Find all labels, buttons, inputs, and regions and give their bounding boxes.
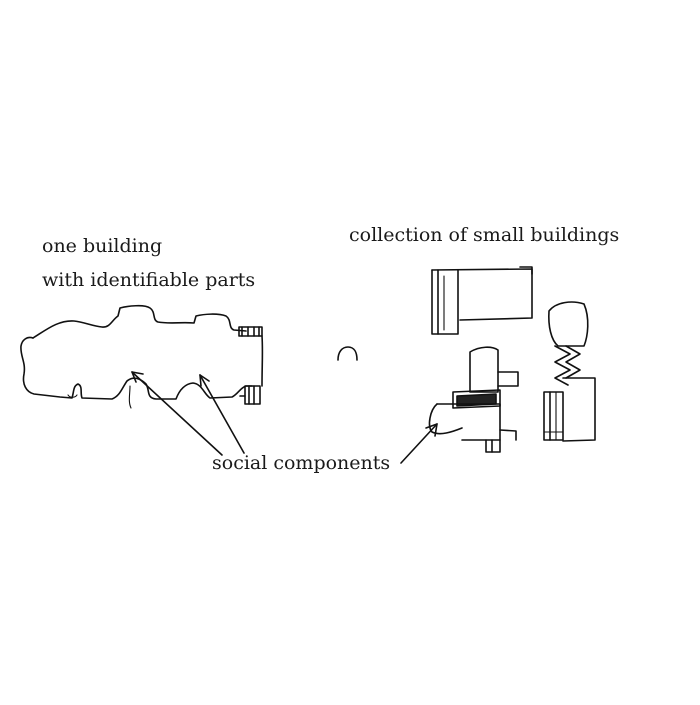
building-collection-sketch: [428, 266, 596, 453]
single-building-sketch: [20, 304, 264, 409]
identifiable-parts-label: with identifiable parts: [42, 269, 256, 291]
approx-symbol: [337, 346, 358, 361]
social-components-label: social components: [212, 452, 391, 474]
social-component-arrows: [131, 371, 438, 464]
one-building-label: one building: [42, 235, 163, 257]
collection-label: collection of small buildings: [349, 224, 620, 246]
